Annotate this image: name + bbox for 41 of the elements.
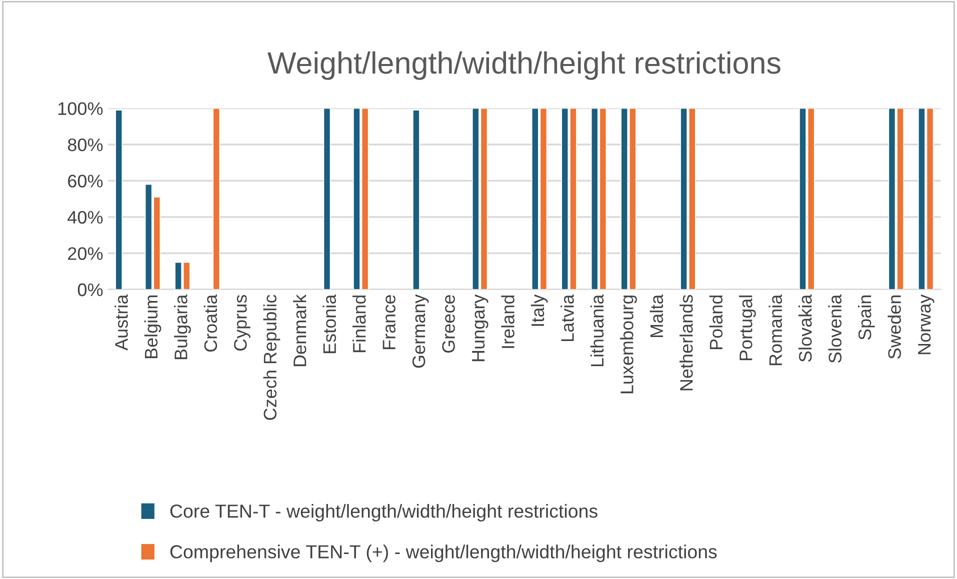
legend-label: Comprehensive TEN-T (+) - weight/length/width/height restrictions: [170, 544, 717, 562]
y-tick-label: 80%: [68, 138, 103, 152]
x-tick-label: Cyprus: [234, 295, 250, 351]
x-tick-label: Netherlands: [680, 295, 693, 390]
x-tick-label: Hungary: [472, 294, 488, 362]
y-tick-label: 100%: [58, 102, 103, 115]
x-tick-label: Slovakia: [798, 294, 812, 362]
x-tick-label: Italy: [530, 294, 548, 326]
x-tick-label: Austria: [114, 294, 128, 351]
bar: [412, 110, 420, 290]
x-tick-label: Latvia: [560, 294, 574, 342]
x-tick-label: France: [382, 295, 396, 350]
y-tick-label: 20%: [68, 247, 103, 260]
x-tick-label: Czech Republic: [263, 294, 280, 420]
x-tick-label: Belgium: [144, 296, 162, 358]
x-tick-label: Poland: [709, 296, 723, 350]
x-tick-label: Estonia: [322, 294, 336, 354]
x-tick-label: Greece: [442, 295, 455, 353]
x-tick-label: Spain: [858, 296, 875, 340]
x-tick-label: Norway: [918, 294, 934, 354]
y-tick-label: 0%: [78, 283, 103, 296]
x-tick-label: Germany: [412, 294, 429, 368]
bar: [115, 110, 123, 290]
x-tick-label: Denmark: [293, 294, 306, 366]
y-tick-label: 60%: [68, 174, 103, 188]
x-tick-label: Lithuania: [590, 294, 604, 366]
x-tick-label: Portugal: [739, 296, 756, 360]
x-tick-label: Malta: [650, 294, 664, 338]
x-tick-label: Luxembourg: [620, 296, 637, 394]
x-tick-label: Bulgaria: [174, 294, 191, 360]
x-tick-label: Sweden: [888, 296, 901, 359]
bar: [323, 108, 331, 290]
legend-label: Core TEN-T - weight/length/width/height restrictions: [170, 504, 598, 522]
bar: [212, 108, 220, 290]
x-tick-label: Romania: [768, 294, 782, 366]
chart-title: Weight/length/width/height restrictions: [268, 51, 780, 80]
x-tick-label: Finland: [352, 296, 366, 352]
x-tick-label: Slovenia: [828, 294, 842, 363]
x-tick-label: Croatia: [204, 294, 218, 352]
y-tick-label: 40%: [68, 210, 103, 224]
x-tick-label: Ireland: [501, 296, 514, 348]
